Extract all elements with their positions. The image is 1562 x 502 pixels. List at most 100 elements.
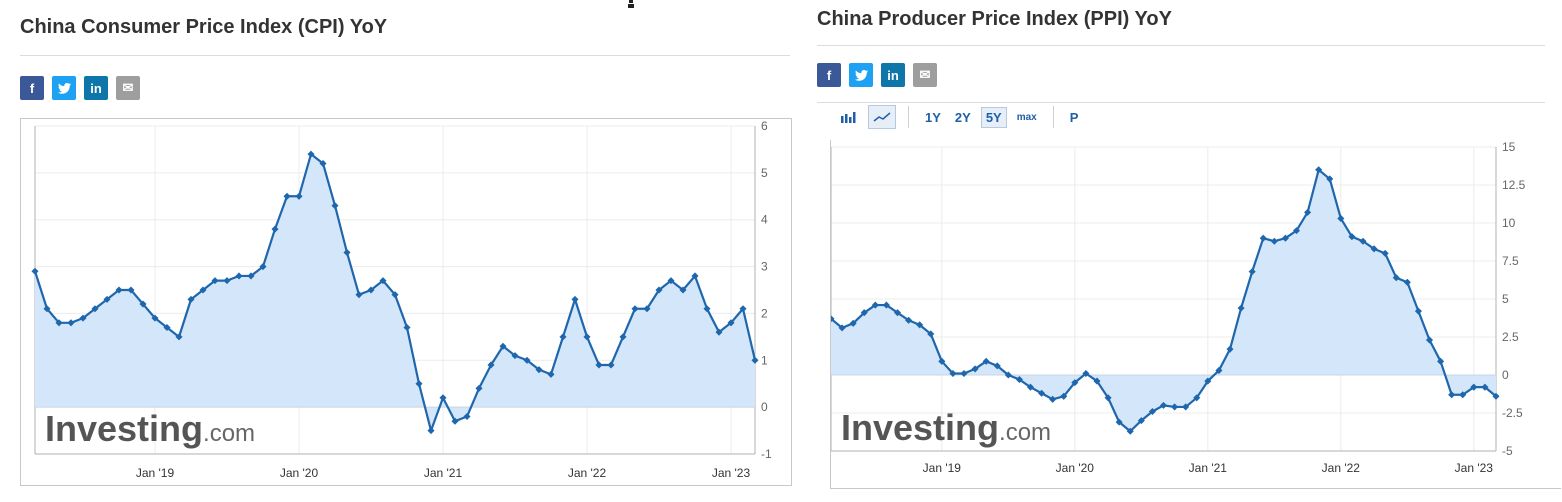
x-tick-label: Jan '23 — [1455, 461, 1494, 475]
data-point[interactable] — [1470, 383, 1478, 391]
data-point[interactable] — [571, 295, 579, 303]
data-point[interactable] — [691, 272, 699, 280]
data-point[interactable] — [1348, 233, 1356, 241]
data-point[interactable] — [960, 369, 968, 378]
data-point[interactable] — [187, 295, 195, 303]
data-point[interactable] — [1414, 307, 1422, 315]
data-point[interactable] — [139, 300, 147, 308]
bar-chart-icon[interactable] — [836, 106, 862, 128]
data-point[interactable] — [751, 356, 759, 364]
data-point[interactable] — [1437, 357, 1445, 365]
data-point[interactable] — [655, 286, 663, 294]
data-point[interactable] — [163, 323, 171, 332]
data-point[interactable] — [1381, 249, 1389, 257]
data-point[interactable] — [607, 361, 615, 369]
data-point[interactable] — [1182, 403, 1190, 411]
data-point[interactable] — [1004, 371, 1012, 379]
data-point[interactable] — [403, 323, 411, 332]
data-point[interactable] — [463, 412, 471, 421]
data-point[interactable] — [993, 362, 1001, 370]
data-point[interactable] — [499, 342, 507, 350]
data-point[interactable] — [703, 305, 711, 313]
data-point[interactable] — [295, 192, 303, 200]
data-point[interactable] — [439, 394, 447, 402]
data-point[interactable] — [355, 291, 363, 299]
data-point[interactable] — [927, 330, 935, 338]
data-point[interactable] — [1049, 395, 1057, 403]
data-point[interactable] — [271, 225, 279, 233]
data-point[interactable] — [679, 286, 687, 294]
data-point[interactable] — [247, 272, 255, 280]
data-point[interactable] — [511, 352, 519, 360]
data-point[interactable] — [1370, 245, 1378, 253]
data-point[interactable] — [223, 277, 231, 285]
data-point[interactable] — [367, 286, 375, 294]
data-point[interactable] — [667, 277, 675, 285]
data-point[interactable] — [535, 366, 543, 374]
data-point[interactable] — [43, 305, 51, 313]
data-point[interactable] — [1171, 403, 1179, 411]
data-point[interactable] — [595, 361, 603, 369]
data-point[interactable] — [331, 202, 339, 210]
data-point[interactable] — [283, 192, 291, 200]
data-point[interactable] — [1115, 418, 1123, 426]
email-share-icon[interactable]: ✉ — [913, 63, 937, 87]
data-point[interactable] — [475, 384, 483, 392]
data-point[interactable] — [631, 305, 639, 313]
data-point[interactable] — [1104, 394, 1112, 402]
twitter-share-icon[interactable] — [52, 76, 76, 100]
data-point[interactable] — [427, 427, 435, 435]
line-chart-icon[interactable] — [868, 105, 896, 129]
data-point[interactable] — [523, 356, 531, 364]
p-button[interactable]: P — [1069, 109, 1079, 125]
data-point[interactable] — [1481, 383, 1489, 391]
data-point[interactable] — [175, 333, 183, 341]
data-point[interactable] — [151, 314, 159, 322]
data-point[interactable] — [343, 248, 351, 257]
data-point[interactable] — [91, 305, 99, 313]
data-point[interactable] — [982, 357, 990, 365]
data-point[interactable] — [559, 333, 567, 341]
data-point[interactable] — [391, 291, 399, 299]
data-point[interactable] — [727, 319, 735, 327]
data-point[interactable] — [643, 305, 651, 313]
data-point[interactable] — [487, 361, 495, 369]
data-point[interactable] — [547, 370, 555, 378]
data-point[interactable] — [199, 286, 207, 294]
range-5y-button[interactable]: 5Y — [980, 106, 1007, 128]
range-max-button[interactable]: max — [1016, 111, 1037, 123]
data-point[interactable] — [1448, 391, 1456, 399]
data-point[interactable] — [1403, 278, 1411, 286]
data-point[interactable] — [115, 286, 123, 294]
data-point[interactable] — [1015, 376, 1023, 384]
data-point[interactable] — [211, 277, 219, 285]
data-point[interactable] — [79, 314, 87, 322]
data-point[interactable] — [860, 309, 868, 317]
data-point[interactable] — [1137, 417, 1145, 425]
data-point[interactable] — [619, 333, 627, 341]
data-point[interactable] — [259, 263, 267, 271]
data-point[interactable] — [739, 305, 747, 313]
data-point[interactable] — [103, 295, 111, 303]
data-point[interactable] — [1148, 407, 1156, 416]
linkedin-share-icon[interactable]: in — [84, 76, 108, 100]
data-point[interactable] — [583, 333, 591, 341]
range-2y-button[interactable]: 2Y — [954, 109, 971, 125]
twitter-share-icon[interactable] — [849, 63, 873, 87]
data-point[interactable] — [31, 267, 39, 275]
facebook-share-icon[interactable]: f — [817, 63, 841, 87]
data-point[interactable] — [235, 272, 243, 280]
data-point[interactable] — [415, 380, 423, 388]
data-point[interactable] — [379, 277, 387, 285]
data-point[interactable] — [715, 328, 723, 336]
facebook-share-icon[interactable]: f — [20, 76, 44, 100]
data-point[interactable] — [127, 286, 135, 294]
data-point[interactable] — [319, 159, 327, 168]
data-point[interactable] — [451, 417, 459, 425]
linkedin-share-icon[interactable]: in — [881, 63, 905, 87]
data-point[interactable] — [893, 309, 902, 317]
data-point[interactable] — [307, 150, 315, 158]
data-point[interactable] — [1071, 379, 1079, 387]
range-1y-button[interactable]: 1Y — [925, 109, 941, 125]
email-share-icon[interactable]: ✉ — [116, 76, 140, 100]
